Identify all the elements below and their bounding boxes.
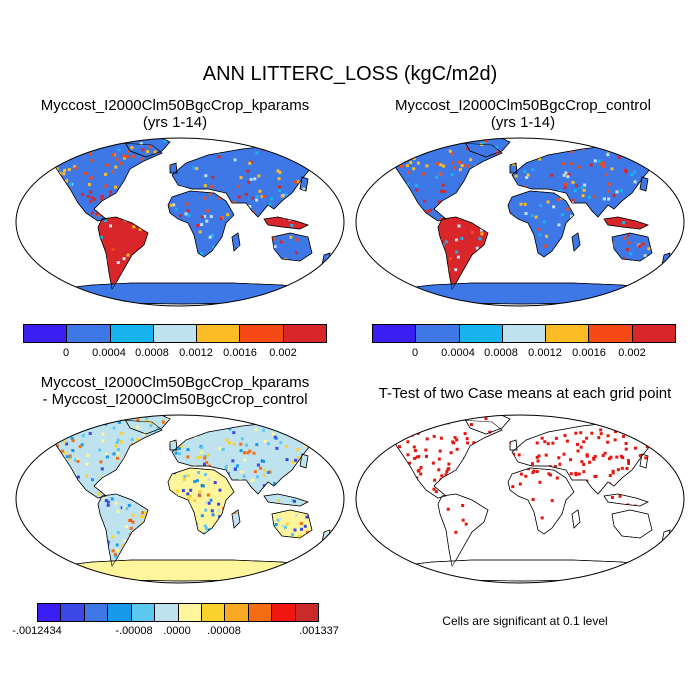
panel-title-line2: - Myccost_I2000Clm50BgcCrop_control [42,391,308,408]
landmass-antarctica [57,282,323,305]
colorbar-swatch [38,604,62,621]
colorbar-tick-label: 0.0012 [528,347,562,359]
panel-title-ttest: T-Test of two Case means at each grid po… [378,385,672,402]
colorbar-tick-label: -.00008 [115,625,153,637]
panel-title-line1: Myccost_I2000Clm50BgcCrop_kparams [40,374,310,391]
colorbar-swatch [61,604,85,621]
panel-title-line1: Myccost_I2000Clm50BgcCrop_control [395,97,651,114]
colorbar-tick-label: 0.0016 [223,347,257,359]
significance-note: Cells are significant at 0.1 level [442,614,608,628]
landmass-africa [507,467,575,535]
colorbar-swatch [108,604,132,621]
colorbar-control [372,324,676,343]
colorbar-tick-label: 0.0004 [441,347,475,359]
landmass-sa [97,493,149,567]
colorbar-swatch [197,325,241,342]
colorbar-tick-label: 0.0016 [572,347,606,359]
landmass-sa [437,216,489,290]
colorbar-tick-label: 0.002 [269,347,297,359]
colorbar-labels-kparams: 0 0.0004 0.0008 0.0012 0.0016 0.002 [0,347,350,363]
colorbar-swatch [178,604,202,621]
landmass-madagascar [231,232,241,252]
colorbar-swatch [632,325,675,342]
colorbar-labels-difference: -.0012434 -.00008 .0000 .00008 .001337 [0,625,350,641]
map-difference [15,414,345,584]
colorbar-swatch [225,604,249,621]
landmass-madagascar [571,509,581,529]
landmass-antarctica [397,559,663,582]
panel-title-line2: (yrs 1-14) [142,114,208,131]
colorbar-swatch [110,325,154,342]
colorbar-tick-label: 0.002 [618,347,646,359]
panel-title-line1: Myccost_I2000Clm50BgcCrop_kparams [40,97,310,114]
colorbar-tick-label: 0.0004 [92,347,126,359]
colorbar-kparams [23,324,327,343]
colorbar-swatch [546,325,590,342]
colorbar-tick-label: .0000 [163,625,191,637]
colorbar-swatch [24,325,68,342]
map-border [355,137,685,307]
landmass-sa [97,216,149,290]
landmass-madagascar [571,232,581,252]
map-control [355,137,685,307]
map-border [15,414,345,584]
colorbar-tick-label: .00008 [207,625,241,637]
landmass-africa [167,467,235,535]
colorbar-swatch [295,604,319,621]
panel-title-control: Myccost_I2000Clm50BgcCrop_control (yrs 1… [358,97,688,131]
colorbar-tick-label: 0.0008 [484,347,518,359]
map-kparams [15,137,345,307]
map-border [15,137,345,307]
colorbar-tick-label: .001337 [299,625,339,637]
colorbar-swatch [589,325,633,342]
colorbar-swatch [131,604,156,621]
colorbar-tick-label: 0 [62,347,70,359]
colorbar-swatch [201,604,226,621]
colorbar-swatch [153,325,198,342]
colorbar-swatch [373,325,417,342]
map-border [355,414,685,584]
colorbar-swatch [502,325,547,342]
colorbar-swatch [67,325,111,342]
colorbar-tick-label: 0.0012 [179,347,213,359]
colorbar-swatch [84,604,109,621]
colorbar-tick-label: 0.0008 [135,347,169,359]
landmass-africa [507,190,575,258]
colorbar-swatch [240,325,284,342]
colorbar-swatch [283,325,326,342]
figure-title: ANN LITTERC_LOSS (kgC/m2d) [202,63,498,85]
colorbar-tick-label: -.0012434 [12,625,62,637]
colorbar-swatch [459,325,503,342]
colorbar-labels-control: 0 0.0004 0.0008 0.0012 0.0016 0.002 [349,347,699,363]
colorbar-swatch [272,604,296,621]
colorbar-swatch [248,604,273,621]
panel-title-line2: (yrs 1-14) [490,114,556,131]
panel-title-kparams: Myccost_I2000Clm50BgcCrop_kparams (yrs 1… [10,97,340,131]
colorbar-swatch [416,325,460,342]
colorbar-difference [37,603,319,622]
map-ttest [355,414,685,584]
colorbar-tick-label: 0 [411,347,419,359]
landmass-antarctica [57,559,323,582]
colorbar-swatch [155,604,179,621]
landmass-antarctica [397,282,663,305]
panel-title-difference: Myccost_I2000Clm50BgcCrop_kparams - Mycc… [10,374,340,408]
